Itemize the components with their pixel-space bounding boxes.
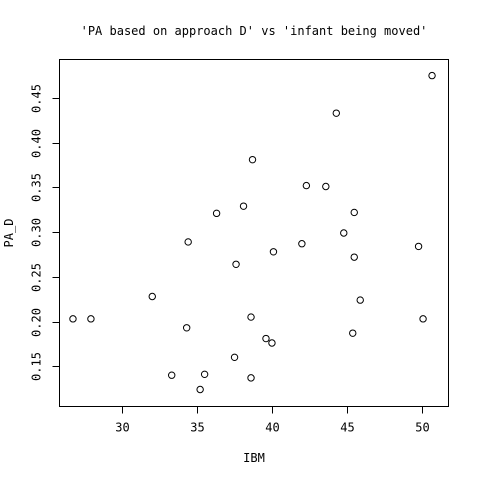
y-tick-label: 0.35 (30, 173, 44, 202)
data-point (262, 334, 270, 343)
x-axis: 30 35 40 45 50 (115, 406, 430, 435)
data-point (196, 385, 204, 394)
x-tick-label: 30 (115, 421, 129, 435)
data-point (419, 315, 427, 323)
data-point (332, 109, 340, 117)
x-tick-label: 40 (265, 421, 279, 435)
y-tick-label: 0.25 (30, 263, 44, 292)
data-point (232, 260, 240, 269)
data-point (340, 229, 348, 237)
data-point (349, 329, 357, 337)
data-point (350, 253, 358, 261)
x-tick-label: 45 (340, 421, 354, 435)
data-point (428, 71, 436, 80)
x-tick-label: 50 (415, 421, 429, 435)
data-point (182, 324, 191, 332)
data-points (69, 71, 436, 394)
data-point (168, 371, 176, 379)
data-point (269, 248, 278, 256)
data-point (247, 374, 255, 382)
data-point (356, 296, 364, 304)
x-tick-label: 35 (190, 421, 204, 435)
data-point (298, 240, 306, 248)
data-point (322, 182, 330, 191)
data-point (350, 208, 358, 217)
data-point (148, 292, 156, 301)
y-tick-label: 0.15 (30, 352, 44, 381)
y-axis: 0.15 0.20 0.25 0.30 0.35 0.40 0.45 (30, 84, 60, 381)
data-point (414, 242, 423, 251)
plot-frame (59, 59, 449, 407)
y-tick-label: 0.45 (30, 84, 44, 113)
data-point (302, 181, 311, 190)
data-point (200, 370, 209, 379)
data-point (184, 238, 192, 246)
data-point (248, 155, 257, 164)
data-point (247, 313, 255, 321)
y-tick-label: 0.20 (30, 308, 44, 337)
y-tick-label: 0.40 (30, 129, 44, 158)
data-point (87, 315, 95, 323)
data-point (69, 315, 77, 323)
x-axis-label: IBM (243, 451, 265, 465)
data-point (212, 209, 221, 218)
data-point (268, 339, 276, 347)
chart-title: 'PA based on approach D' vs 'infant bein… (81, 24, 428, 38)
y-tick-label: 0.30 (30, 218, 44, 247)
y-axis-label: PA_D (2, 219, 16, 248)
data-point (239, 202, 248, 210)
data-point (230, 353, 239, 362)
